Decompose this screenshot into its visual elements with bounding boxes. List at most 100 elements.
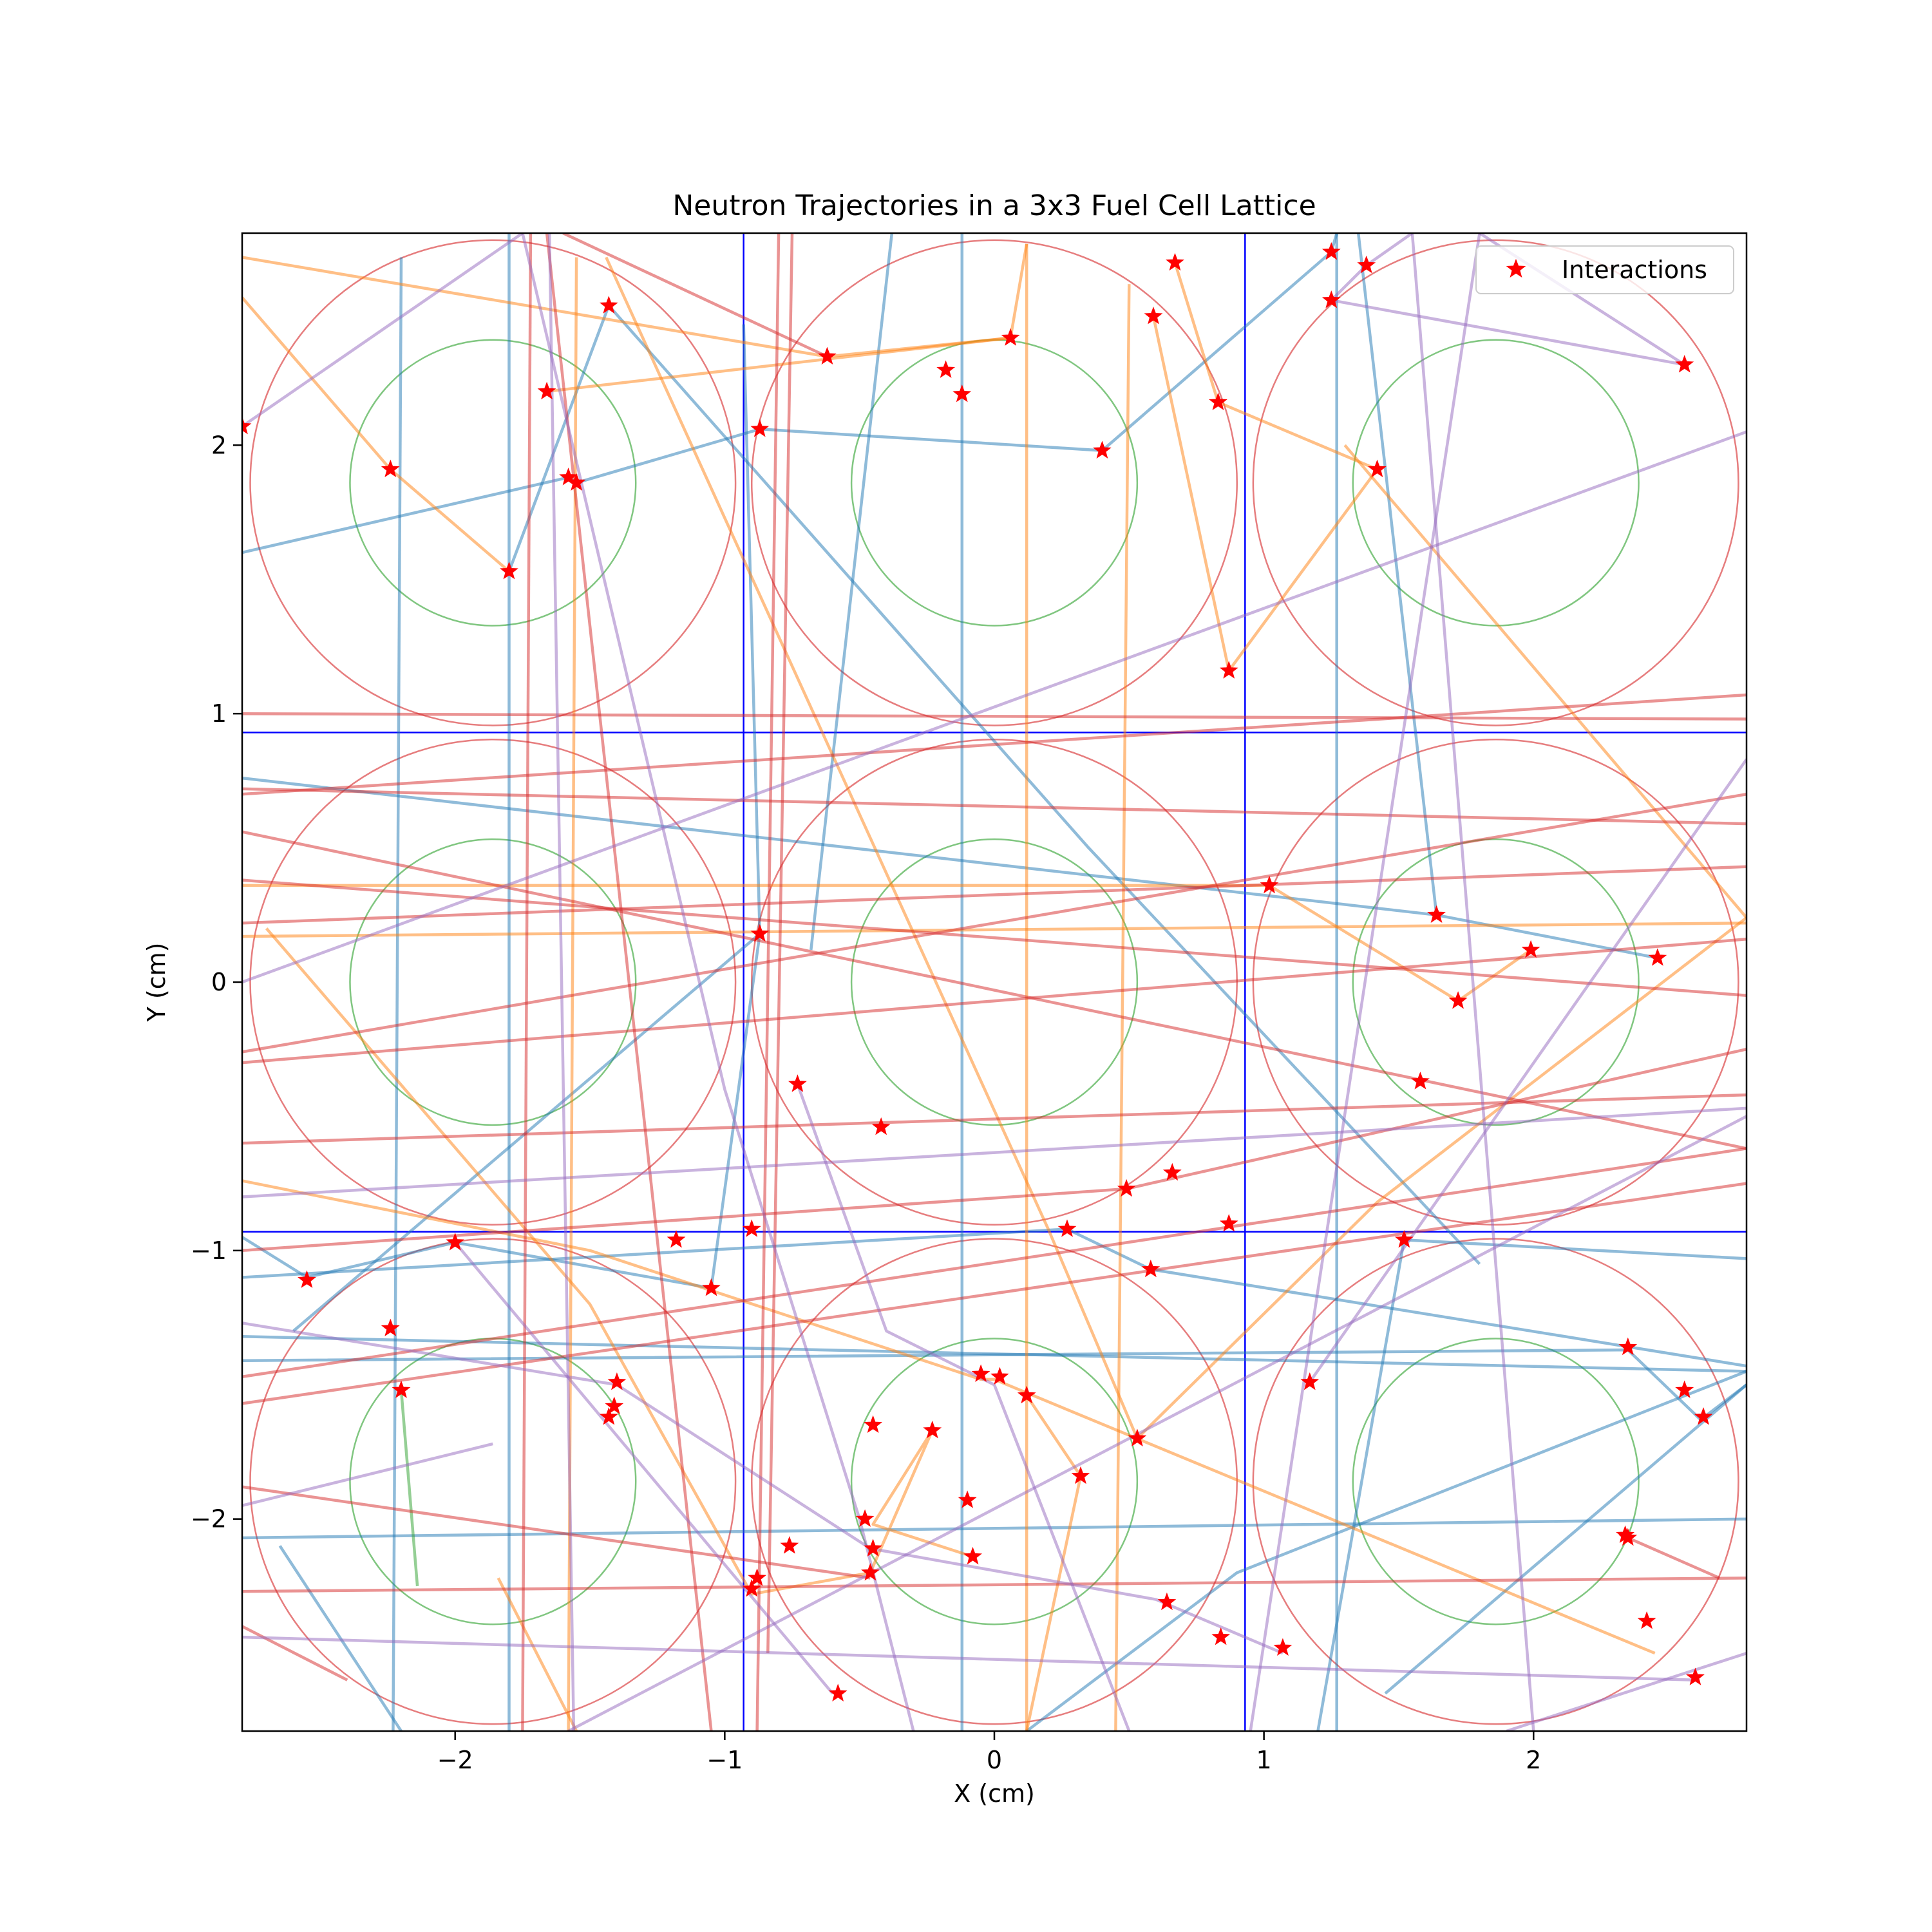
trajectory-33 — [497, 1577, 578, 1731]
trajectory-46 — [242, 865, 1747, 925]
interaction-point-71 — [1618, 1528, 1638, 1546]
x-tick-label-0: −2 — [437, 1746, 473, 1774]
interaction-point-41 — [1394, 1230, 1414, 1248]
interaction-point-31 — [1117, 1179, 1136, 1197]
legend-star-icon — [1506, 258, 1526, 278]
cell-0-fuel-circle — [349, 339, 637, 627]
interaction-point-49 — [1017, 1385, 1036, 1404]
trajectory-66 — [796, 1083, 1131, 1731]
interaction-point-21 — [1675, 355, 1694, 373]
interaction-point-57 — [780, 1536, 799, 1554]
interaction-point-50 — [864, 1415, 883, 1434]
trajectory-40 — [562, 233, 828, 358]
interaction-point-43 — [392, 1380, 411, 1398]
interaction-point-8 — [750, 419, 770, 437]
trajectory-54 — [242, 1577, 1747, 1593]
interaction-point-7 — [818, 346, 837, 365]
trajectory-18 — [1025, 1370, 1747, 1731]
trajectory-16 — [507, 304, 1481, 1265]
y-axis-ticks: −2 −1 0 1 2 — [191, 431, 242, 1533]
interaction-point-2 — [537, 381, 556, 400]
interaction-point-30 — [871, 1117, 891, 1135]
interaction-point-56 — [864, 1539, 883, 1557]
interaction-point-16 — [1219, 661, 1238, 679]
interaction-point-73 — [1686, 1667, 1705, 1685]
legend-box — [1475, 245, 1734, 294]
interaction-point-72 — [1637, 1611, 1656, 1629]
trajectory-6 — [242, 1227, 1747, 1368]
trajectory-53 — [242, 1485, 871, 1580]
chart-title: Neutron Trajectories in a 3x3 Fuel Cell … — [672, 189, 1316, 222]
interaction-point-25 — [1648, 948, 1667, 966]
interaction-markers — [242, 242, 1713, 1701]
interaction-point-9 — [936, 360, 956, 378]
trajectory-42 — [242, 787, 1747, 826]
trajectory-56 — [1627, 1536, 1721, 1580]
trajectory-12 — [1384, 1383, 1747, 1695]
trajectory-49 — [242, 1093, 1747, 1145]
interaction-point-10 — [952, 384, 972, 402]
interaction-point-13 — [1144, 307, 1163, 325]
trajectory-73 — [1249, 233, 1481, 1731]
y-tick-label-0: −2 — [191, 1505, 227, 1533]
interaction-point-19 — [1321, 290, 1341, 308]
trajectory-59 — [547, 233, 576, 1731]
y-tick-label-4: 2 — [211, 431, 227, 459]
interaction-point-5 — [567, 473, 586, 491]
interaction-point-62 — [1157, 1592, 1177, 1611]
trajectory-60 — [242, 430, 1747, 984]
interaction-point-15 — [1209, 392, 1227, 410]
trajectory-4 — [242, 324, 762, 1290]
interaction-point-26 — [1448, 991, 1468, 1009]
interaction-point-55 — [855, 1509, 875, 1527]
trajectory-24 — [1114, 284, 1131, 1731]
interaction-point-27 — [1411, 1072, 1430, 1090]
interaction-point-20 — [1368, 459, 1387, 478]
trajectory-41 — [242, 712, 1747, 721]
trajectory-57 — [242, 233, 524, 428]
cell-8-cladding-circle — [1252, 1238, 1739, 1725]
trajectory-58 — [521, 233, 915, 1731]
trajectory-75 — [870, 1547, 1283, 1655]
legend-marker-interactions — [1506, 258, 1526, 278]
fuel-cells — [249, 239, 1739, 1725]
trajectory-71 — [1365, 233, 1414, 267]
trajectory-43 — [242, 693, 1747, 796]
chart-legend: Interactions — [1475, 245, 1734, 294]
interaction-point-42 — [381, 1318, 400, 1336]
trajectory-65 — [453, 1241, 834, 1695]
trajectory-2 — [392, 257, 403, 1731]
trajectory-21 — [546, 336, 1011, 393]
interaction-point-18 — [1357, 255, 1376, 274]
interaction-point-60 — [861, 1562, 880, 1581]
interaction-point-33 — [298, 1270, 316, 1288]
interaction-point-65 — [828, 1683, 848, 1701]
cell-2-fuel-circle — [1352, 339, 1640, 627]
interaction-point-32 — [1162, 1162, 1182, 1181]
interaction-point-36 — [702, 1278, 721, 1296]
interaction-point-46 — [599, 1407, 618, 1425]
interaction-point-67 — [1618, 1337, 1638, 1356]
interaction-point-47 — [971, 1364, 990, 1382]
x-tick-label-1: −1 — [706, 1746, 743, 1774]
interaction-point-34 — [446, 1233, 465, 1251]
interaction-point-39 — [1141, 1259, 1160, 1278]
trajectory-69 — [1331, 298, 1685, 366]
cell-5-cladding-circle — [1252, 738, 1739, 1226]
trajectory-9 — [242, 1334, 1747, 1373]
interaction-point-23 — [1427, 905, 1446, 923]
interaction-point-3 — [599, 296, 618, 314]
trajectory-67 — [567, 1115, 1747, 1731]
cell-0-cladding-circle — [249, 239, 737, 726]
interaction-point-29 — [788, 1074, 807, 1092]
y-axis-label: Y (cm) — [142, 943, 171, 1023]
trajectory-48 — [242, 938, 1747, 1065]
trajectory-68 — [1308, 758, 1747, 1383]
interaction-point-66 — [1300, 1372, 1320, 1390]
interaction-point-51 — [923, 1420, 942, 1439]
trajectory-47 — [242, 792, 1747, 1054]
x-tick-label-2: 0 — [987, 1746, 1002, 1774]
trajectory-35 — [399, 1390, 419, 1587]
trajectory-52 — [242, 1182, 1747, 1405]
trajectory-8 — [242, 1517, 1747, 1540]
